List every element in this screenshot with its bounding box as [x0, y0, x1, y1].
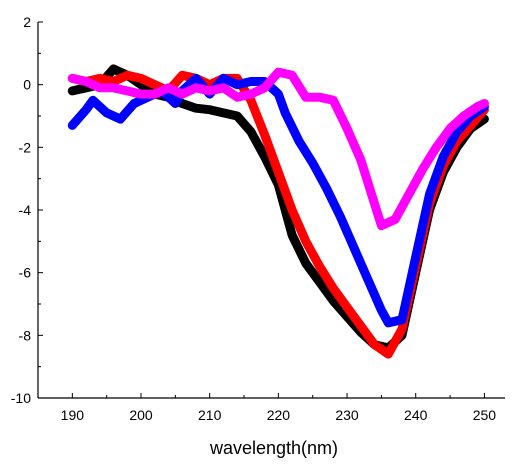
x-tick-label: 240	[404, 407, 428, 423]
x-tick-label: 200	[129, 407, 153, 423]
x-tick-label: 230	[335, 407, 359, 423]
y-tick-label: 0	[23, 77, 31, 93]
x-axis-title: wavelength(nm)	[209, 438, 338, 458]
y-tick-label: 2	[23, 14, 31, 30]
x-tick-label: 210	[198, 407, 222, 423]
x-tick-label: 250	[473, 407, 497, 423]
y-tick-label: -10	[11, 390, 31, 406]
y-tick-label: -4	[19, 202, 32, 218]
series-layer	[67, 64, 489, 359]
x-tick-label: 190	[61, 407, 85, 423]
y-tick-label: -8	[19, 327, 32, 343]
y-tick-label: -6	[19, 265, 32, 281]
x-tick-label: 220	[267, 407, 291, 423]
axes: 2 0 -2 -4 -6 -8 -10 190 200 210 220 230 240 250	[11, 14, 505, 423]
y-tick-label: -2	[19, 139, 32, 155]
series-line-4	[67, 67, 489, 231]
series-line-3	[67, 73, 489, 328]
